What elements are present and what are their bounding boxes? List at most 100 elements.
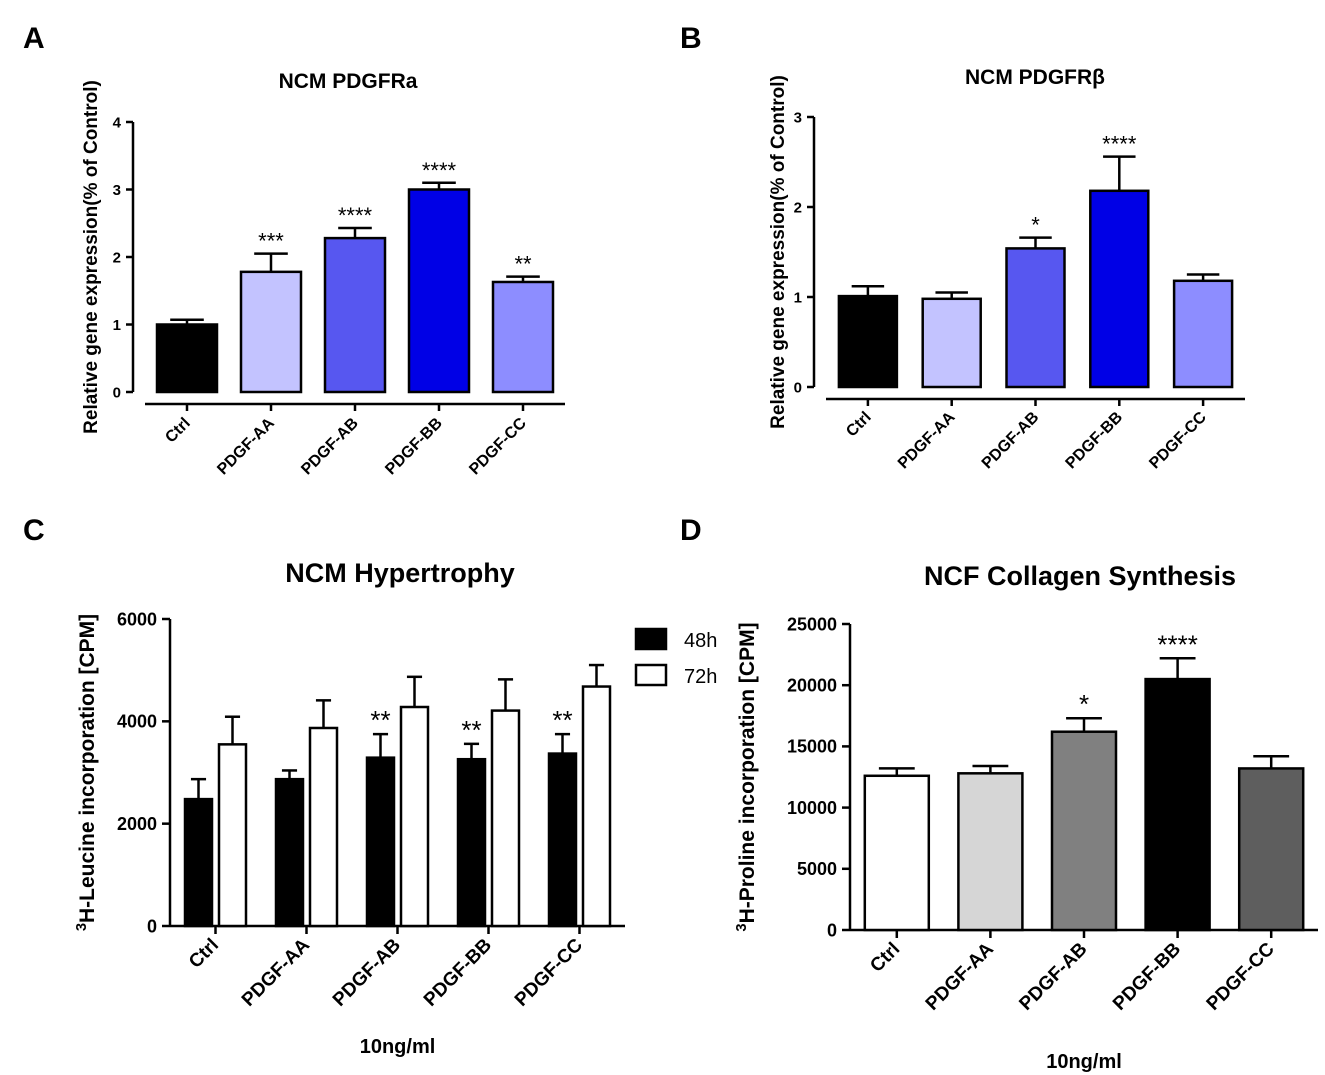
x-category-label: PDGF-AA xyxy=(922,938,998,1014)
x-category-label: Ctrl xyxy=(843,409,875,441)
bar-48h xyxy=(547,752,578,928)
y-tick-label: 5000 xyxy=(797,859,837,879)
bar-72h xyxy=(581,685,612,928)
bar xyxy=(837,294,899,389)
panel-d: D NCF Collagen Synthesis 0 5000 10000 15000 20… xyxy=(680,514,1318,1073)
x-category-label: PDGF-CC xyxy=(1203,938,1279,1014)
y-axis-label-superscript: 3 xyxy=(74,923,90,931)
panel-letter: A xyxy=(23,22,45,55)
chart-title: NCM PDGFRβ xyxy=(965,66,1105,89)
panel-letter: B xyxy=(680,22,702,55)
y-tick-label: 3 xyxy=(113,182,121,199)
x-category-label: PDGF-CC xyxy=(511,934,587,1010)
significance-marker: * xyxy=(1031,213,1040,238)
chart-title: NCM Hypertrophy xyxy=(285,558,515,588)
panel-letter: D xyxy=(680,514,702,547)
x-category-label: Ctrl xyxy=(866,939,904,977)
y-tick-label: 20000 xyxy=(787,676,837,696)
y-tick-label: 0 xyxy=(827,920,837,940)
bar xyxy=(1172,279,1234,389)
x-category-label: Ctrl xyxy=(162,415,194,447)
bar xyxy=(407,188,471,394)
significance-marker: ** xyxy=(514,252,532,277)
x-category-label: PDGF-BB xyxy=(1109,939,1185,1015)
y-axis-label: Relative gene expression(% of Control) xyxy=(768,75,789,429)
bar xyxy=(323,236,387,394)
y-axis-label-superscript: 3 xyxy=(734,923,750,931)
significance-marker: **** xyxy=(422,158,457,183)
y-tick-label: 0 xyxy=(113,384,121,401)
y-tick-label: 25000 xyxy=(787,614,837,634)
bar xyxy=(1050,730,1118,932)
significance-marker: **** xyxy=(338,203,373,228)
bar xyxy=(1237,767,1305,932)
y-tick-label: 10000 xyxy=(787,798,837,818)
panel-letter: C xyxy=(23,514,45,547)
y-tick-label: 0 xyxy=(147,916,157,936)
x-category-label: PDGF-AB xyxy=(1015,939,1091,1015)
x-category-label: PDGF-CC xyxy=(1146,408,1210,472)
bar xyxy=(1005,247,1066,389)
y-axis-label-text: H-Proline incorporation [CPM] xyxy=(736,622,759,923)
significance-marker: **** xyxy=(1102,132,1137,157)
chart-title: NCF Collagen Synthesis xyxy=(924,561,1236,591)
x-category-label: PDGF-AA xyxy=(895,408,959,472)
bar-72h xyxy=(399,705,430,928)
x-axis-label: 10ng/ml xyxy=(360,1036,436,1058)
legend-swatch xyxy=(634,663,668,687)
panel-c: C NCM Hypertrophy 0 2000 4000 6000 Ctrl PDGF-AA… xyxy=(23,514,717,1058)
x-category-label: PDGF-BB xyxy=(1063,409,1127,473)
y-tick-label: 1 xyxy=(794,289,802,306)
bar-72h xyxy=(308,726,339,928)
bar-48h xyxy=(274,777,305,928)
x-category-label: PDGF-BB xyxy=(382,415,446,479)
y-tick-label: 3 xyxy=(794,109,802,126)
y-axis-label: 3H-Leucine incorporation [CPM] xyxy=(74,614,99,931)
bar xyxy=(1089,189,1150,389)
x-category-label: PDGF-AA xyxy=(238,934,314,1010)
panel-b: B NCM PDGFRβ 0 1 2 3 Ctrl PDGF-AA PDGF-AB PDGF-BB… xyxy=(680,22,1245,472)
x-category-label: PDGF-AB xyxy=(329,935,405,1011)
y-tick-label: 4 xyxy=(113,114,122,131)
significance-marker: ** xyxy=(461,715,481,745)
significance-marker: **** xyxy=(1157,629,1197,659)
y-tick-label: 1 xyxy=(113,317,121,334)
bar-48h xyxy=(456,757,487,928)
x-category-label: PDGF-BB xyxy=(420,935,496,1011)
bar-48h xyxy=(183,797,214,928)
y-axis-label-text: Relative gene expression(% of Control) xyxy=(768,75,789,429)
significance-marker: * xyxy=(1079,689,1089,719)
bar xyxy=(1144,677,1211,932)
bar-72h xyxy=(490,709,521,928)
y-tick-label: 4000 xyxy=(117,712,157,732)
y-tick-label: 0 xyxy=(794,379,802,396)
x-category-label: PDGF-CC xyxy=(466,414,530,478)
x-category-label: PDGF-AA xyxy=(214,414,278,478)
significance-marker: ** xyxy=(552,705,572,735)
bar xyxy=(491,280,555,394)
x-axis-label: 10ng/ml xyxy=(1046,1051,1122,1073)
bar xyxy=(957,772,1024,932)
y-axis-label: 3H-Proline incorporation [CPM] xyxy=(734,622,759,931)
significance-marker: *** xyxy=(258,229,284,254)
chart-title: NCM PDGFRa xyxy=(279,70,418,93)
bar xyxy=(155,323,219,394)
y-tick-label: 2 xyxy=(113,249,121,266)
x-category-label: PDGF-AB xyxy=(298,415,362,479)
y-tick-label: 2000 xyxy=(117,814,157,834)
panel-a: A NCM PDGFRa 0 1 2 3 4 Ctrl PDGF-AA PDGF-AB PDGF-B… xyxy=(23,22,565,478)
bar-48h xyxy=(365,756,396,928)
y-tick-label: 15000 xyxy=(787,737,837,757)
legend-label: 48h xyxy=(684,630,717,652)
y-axis-label-text: Relative gene expression(% of Control) xyxy=(81,80,102,434)
y-axis-label: Relative gene expression(% of Control) xyxy=(81,80,102,434)
bar-72h xyxy=(217,743,248,928)
legend-swatch xyxy=(634,627,668,651)
bar xyxy=(863,774,931,932)
bar xyxy=(921,297,982,389)
y-tick-label: 2 xyxy=(794,199,802,216)
x-category-label: Ctrl xyxy=(185,935,223,973)
legend-label: 72h xyxy=(684,666,717,688)
y-tick-label: 6000 xyxy=(117,609,157,629)
